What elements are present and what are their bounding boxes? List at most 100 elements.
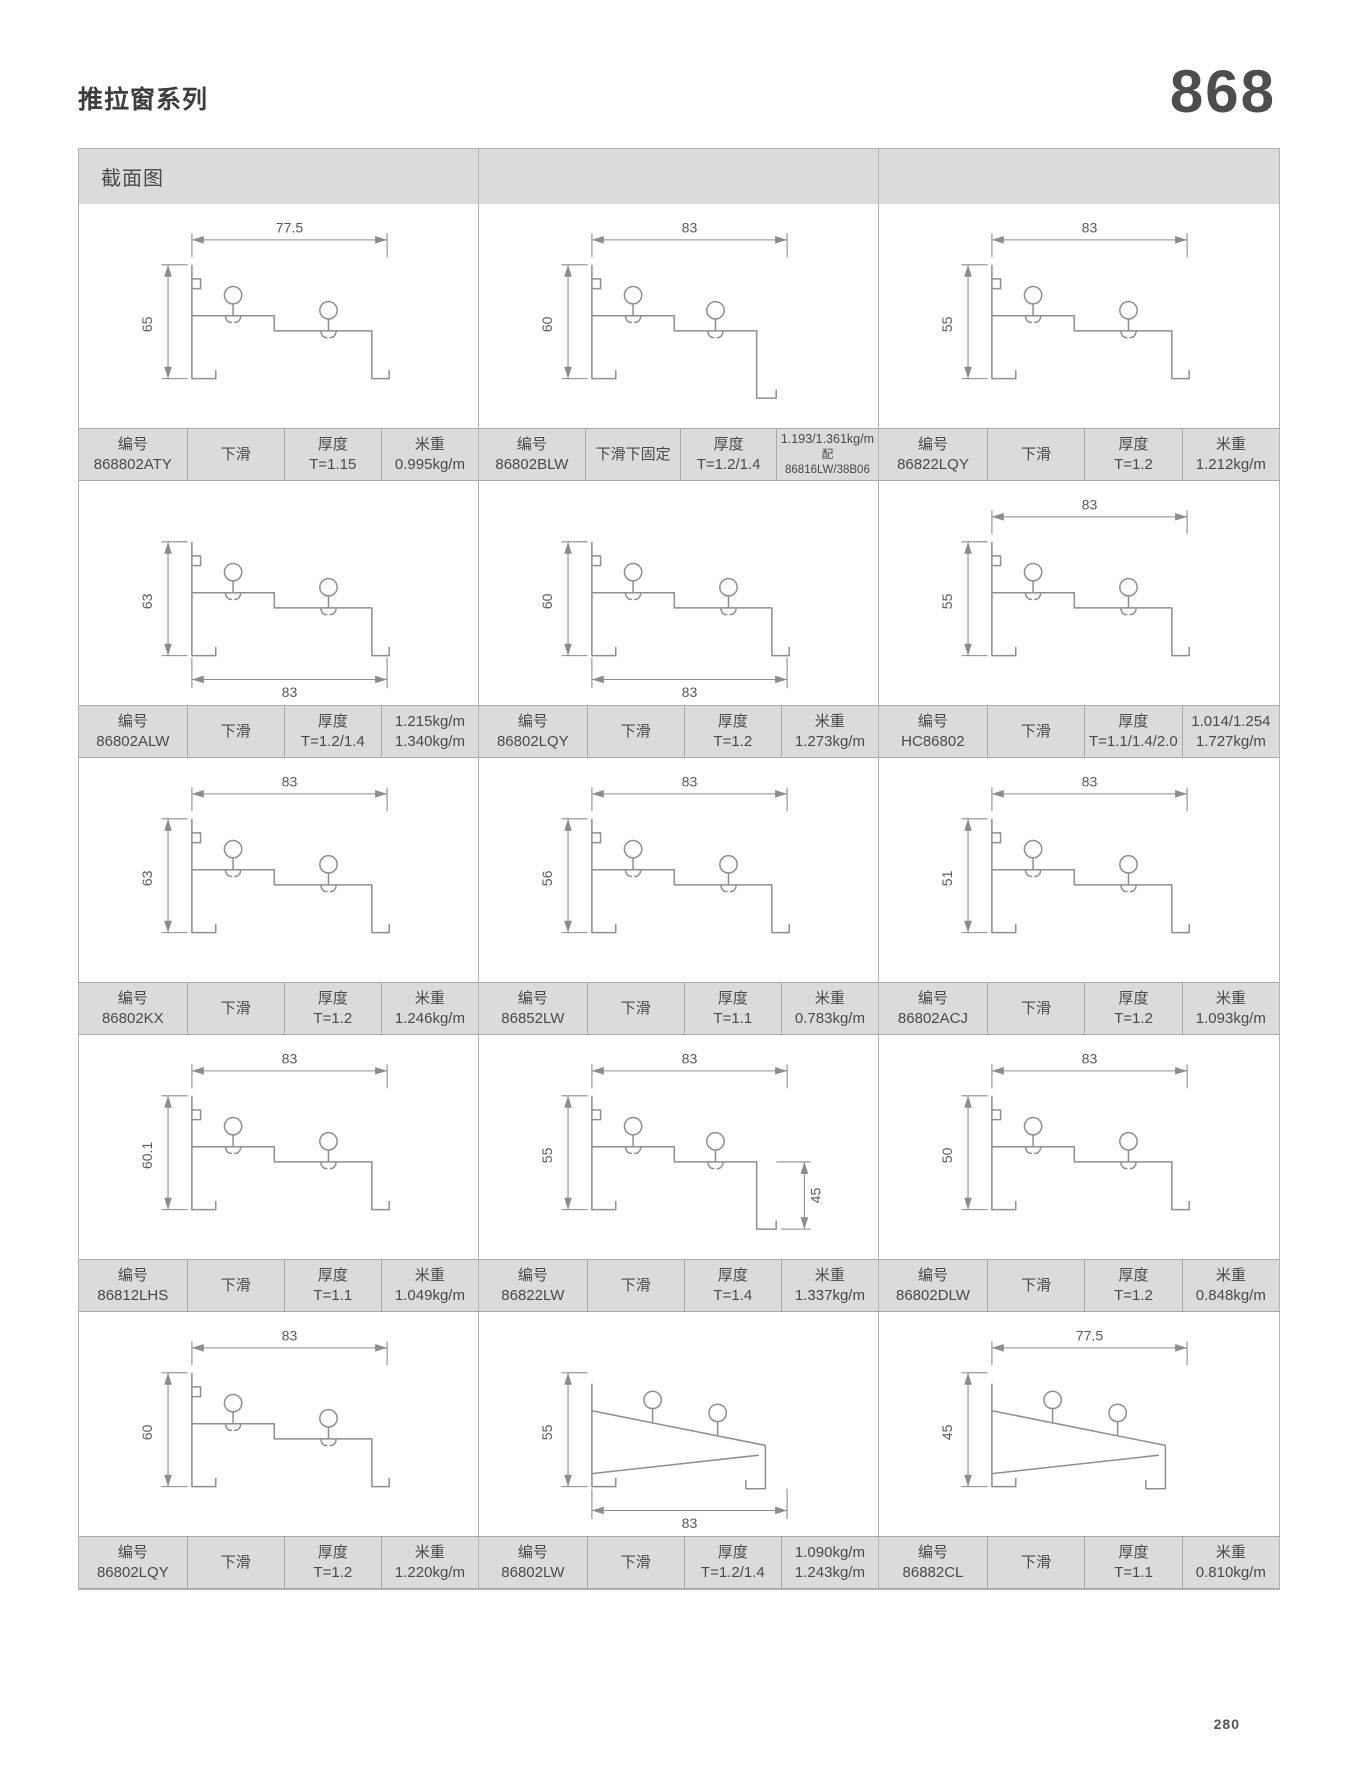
page-title: 推拉窗系列 — [78, 86, 209, 114]
weight-line1: 1.014/1.254 — [1191, 713, 1271, 730]
profile-cell: 83 50 — [879, 1035, 1279, 1312]
profile-cell: 83 60 — [79, 1312, 479, 1589]
type-value: 下滑 — [620, 722, 651, 740]
thickness-label: 厚度 — [317, 1544, 348, 1561]
profile-outline-step — [191, 818, 390, 934]
weight-line1: 米重 — [1215, 1544, 1246, 1561]
code-label: 编号 — [517, 1267, 548, 1284]
profile-drawing-svg: 60 83 — [539, 541, 790, 699]
profile-drawing-svg: 55 83 — [539, 1372, 788, 1530]
dim-bottom-label: 83 — [682, 684, 698, 699]
code-label: 编号 — [917, 990, 948, 1007]
weight-line2: 1.273kg/m — [794, 732, 865, 750]
spec-thickness: 厚度 T=1.2/1.4 — [284, 706, 381, 757]
dim-top-label: 83 — [1082, 496, 1098, 512]
spec-strip: 编号 86802BLW 下滑下固定 厚度 T=1.2/1.4 1.193/1.3… — [479, 428, 878, 481]
dimension-left: 63 — [139, 541, 188, 657]
weight-line2: 0.995kg/m — [394, 455, 465, 473]
spec-strip: 编号 86802LW 下滑 厚度 T=1.2/1.4 1.090kg/m 1.2… — [479, 1536, 878, 1589]
type-value: 下滑下固定 — [595, 445, 671, 463]
dimension-right: 45 — [776, 1161, 824, 1230]
weight-line2: 1.220kg/m — [394, 1563, 465, 1581]
dimension-top: 83 — [591, 773, 788, 812]
thickness-label: 厚度 — [317, 1267, 348, 1284]
spec-thickness: 厚度 T=1.2 — [284, 983, 381, 1034]
spec-thickness: 厚度 T=1.2/1.4 — [681, 429, 776, 480]
profile-cell: 83 60.1 — [79, 1035, 479, 1312]
spec-code: 编号 86802LQY — [79, 1537, 187, 1588]
dim-bottom-label: 83 — [282, 684, 298, 699]
thickness-label: 厚度 — [717, 1544, 748, 1561]
profile-diagram: 83 55 45 — [479, 1035, 878, 1259]
spec-weight: 米重 1.220kg/m — [381, 1537, 478, 1588]
dimension-bottom: 83 — [591, 1488, 788, 1530]
spec-strip: 编号 86802ALW 下滑 厚度 T=1.2/1.4 1.215kg/m 1.… — [79, 705, 478, 758]
weight-line2: 1.246kg/m — [394, 1009, 465, 1027]
profile-cell: 77.5 45 — [879, 1312, 1279, 1589]
profile-outline-slant — [591, 1383, 766, 1490]
spec-thickness: 厚度 T=1.15 — [284, 429, 381, 480]
profile-diagram: 83 60.1 — [79, 1035, 478, 1259]
code-label: 编号 — [917, 436, 948, 453]
spec-thickness: 厚度 T=1.1/1.4/2.0 — [1084, 706, 1182, 757]
code-value: 868802ATY — [93, 455, 172, 473]
dim-right-label: 45 — [808, 1188, 824, 1204]
thickness-value: T=1.2 — [713, 732, 753, 750]
profile-diagram: 77.5 65 — [79, 204, 478, 428]
weight-line2: 0.783kg/m — [794, 1009, 865, 1027]
type-value: 下滑 — [1021, 1276, 1052, 1294]
dimension-top: 83 — [991, 773, 1188, 812]
weight-line2: 配86816LW/38B06 — [785, 448, 870, 476]
table-header-cell-2 — [479, 149, 879, 204]
profile-outline-step — [191, 264, 390, 380]
section-header: 截面图 — [101, 168, 164, 190]
dimension-bottom: 83 — [591, 657, 788, 699]
type-value: 下滑 — [1021, 445, 1052, 463]
profile-drawing-svg: 83 63 — [139, 773, 390, 934]
dimension-left: 60 — [539, 541, 588, 657]
code-label: 编号 — [917, 1544, 948, 1561]
thickness-value: T=1.1 — [313, 1286, 353, 1304]
thickness-value: T=1.15 — [309, 455, 357, 473]
dimension-top: 83 — [991, 1050, 1188, 1089]
code-label: 编号 — [117, 713, 148, 730]
spec-type: 下滑 — [987, 1537, 1085, 1588]
dim-left-label: 65 — [139, 316, 155, 332]
spec-weight: 1.215kg/m 1.340kg/m — [381, 706, 478, 757]
dim-top-label: 77.5 — [1076, 1327, 1104, 1343]
thickness-label: 厚度 — [1118, 1267, 1149, 1284]
spec-type: 下滑 — [587, 1537, 684, 1588]
thickness-value: T=1.1 — [713, 1009, 753, 1027]
weight-line2: 1.212kg/m — [1195, 455, 1266, 473]
dimension-top: 83 — [191, 1050, 388, 1089]
type-value: 下滑 — [620, 999, 651, 1017]
thickness-value: T=1.4 — [713, 1286, 753, 1304]
dim-left-label: 50 — [939, 1147, 955, 1163]
profile-cell: 55 83 — [479, 1312, 879, 1589]
dim-left-label: 60 — [139, 1424, 155, 1440]
thickness-label: 厚度 — [717, 990, 748, 1007]
spec-type: 下滑下固定 — [585, 429, 681, 480]
profile-outline-step — [991, 264, 1191, 380]
spec-weight: 米重 0.810kg/m — [1182, 1537, 1279, 1588]
spec-thickness: 厚度 T=1.2 — [1085, 983, 1182, 1034]
profile-cell: 63 83 — [79, 481, 479, 758]
spec-strip: 编号 86812LHS 下滑 厚度 T=1.1 米重 1.049kg/m — [79, 1259, 478, 1312]
profile-diagram: 60 83 — [479, 481, 878, 705]
type-value: 下滑 — [220, 1276, 251, 1294]
weight-line1: 1.215kg/m — [394, 713, 465, 730]
code-value: HC86802 — [901, 732, 965, 750]
dimension-bottom: 83 — [191, 657, 388, 699]
type-value: 下滑 — [620, 1276, 651, 1294]
type-value: 下滑 — [1021, 1553, 1052, 1571]
spec-type: 下滑 — [987, 983, 1085, 1034]
spec-weight: 1.014/1.254 1.727kg/m — [1182, 706, 1279, 757]
code-label: 编号 — [117, 990, 148, 1007]
spec-weight: 米重 1.212kg/m — [1182, 429, 1279, 480]
dimension-top: 83 — [591, 1050, 788, 1089]
dim-top-label: 83 — [1082, 219, 1098, 235]
code-label: 编号 — [517, 713, 548, 730]
dimension-top: 77.5 — [191, 219, 388, 258]
spec-type: 下滑 — [187, 983, 284, 1034]
dimension-left: 45 — [939, 1372, 988, 1488]
